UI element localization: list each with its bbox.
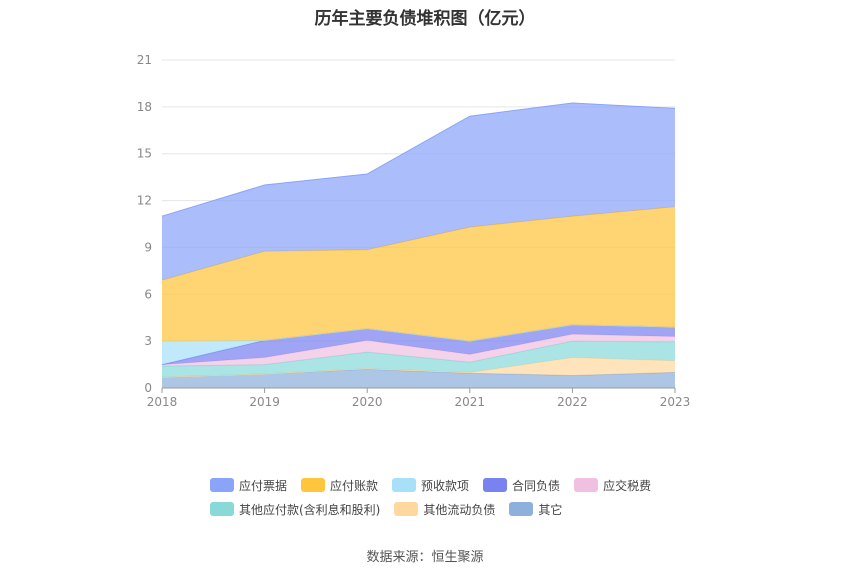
y-tick-label: 15 (137, 147, 152, 161)
legend-label: 预收款项 (421, 478, 470, 493)
legend-label: 合同负债 (512, 478, 561, 493)
legend-row: 其他应付款(含利息和股利) 其他流动负债 其它 (210, 497, 690, 521)
area-series-0 (162, 369, 675, 388)
x-tick-label: 2018 (147, 395, 178, 409)
legend-swatch (210, 478, 234, 492)
x-tick-label: 2022 (557, 395, 588, 409)
legend-swatch (392, 478, 417, 492)
legend-swatch (574, 478, 599, 492)
legend-item[interactable]: 预收款项 (392, 477, 469, 494)
y-tick-label: 0 (144, 381, 152, 395)
legend-item[interactable]: 其他应付款(含利息和股利) (210, 501, 380, 518)
legend-item[interactable]: 应交税费 (574, 477, 651, 494)
series-areas (161, 102, 676, 388)
y-tick-label: 18 (137, 100, 152, 114)
area-series-4 (162, 324, 675, 365)
data-source: 数据来源：恒生聚源 (366, 550, 484, 565)
legend-swatch (210, 502, 234, 516)
legend: 应付票据 应付账款 预收款项 合同负债 应交税费 其他应付款(含利息和股利) 其他流动负债其… (210, 473, 690, 521)
legend-swatch (394, 502, 419, 516)
legend-label: 其它 (538, 502, 563, 517)
area-chart: 0 3 6 9 12 15 18 21 2018 2019 2020 2021 2022 2023 (137, 53, 691, 409)
y-tick-label: 21 (137, 53, 152, 67)
legend-swatch (509, 502, 534, 516)
x-tick-label: 2020 (352, 395, 383, 409)
legend-swatch (483, 478, 508, 492)
legend-item[interactable]: 其他流动负债 (394, 501, 495, 518)
x-tick-label: 2023 (660, 395, 691, 409)
legend-item[interactable]: 应付账款 (301, 477, 378, 494)
x-tick-label: 2021 (455, 395, 486, 409)
x-tick-label: 2019 (249, 395, 280, 409)
chart-title: 历年主要负债堆积图（亿元） (314, 9, 536, 29)
legend-label: 应交税费 (603, 478, 652, 493)
area-series-2 (162, 341, 675, 378)
area-series-7 (162, 103, 675, 281)
y-tick-label: 3 (144, 334, 152, 348)
y-tick-label: 6 (144, 287, 152, 301)
legend-item[interactable]: 其它 (509, 501, 562, 518)
legend-row: 应付票据 应付账款 预收款项 合同负债 应交税费 (210, 473, 690, 497)
legend-label: 应付票据 (239, 478, 288, 493)
legend-swatch (301, 478, 326, 492)
y-tick-label: 12 (137, 194, 152, 208)
legend-item[interactable]: 应付票据 (210, 477, 287, 494)
legend-label: 其他应付款(含利息和股利) (239, 502, 381, 517)
area-series-1 (162, 357, 675, 378)
area-edge-7 (161, 102, 676, 217)
legend-label: 应付账款 (330, 478, 379, 493)
axes: 0 3 6 9 12 15 18 21 2018 2019 2020 2021 2022 2023 (137, 53, 691, 409)
area-series-3 (162, 334, 675, 367)
area-series-6 (162, 206, 675, 342)
legend-label: 其他流动负债 (423, 502, 496, 517)
y-tick-label: 9 (144, 240, 152, 254)
legend-item[interactable]: 合同负债 (483, 477, 560, 494)
